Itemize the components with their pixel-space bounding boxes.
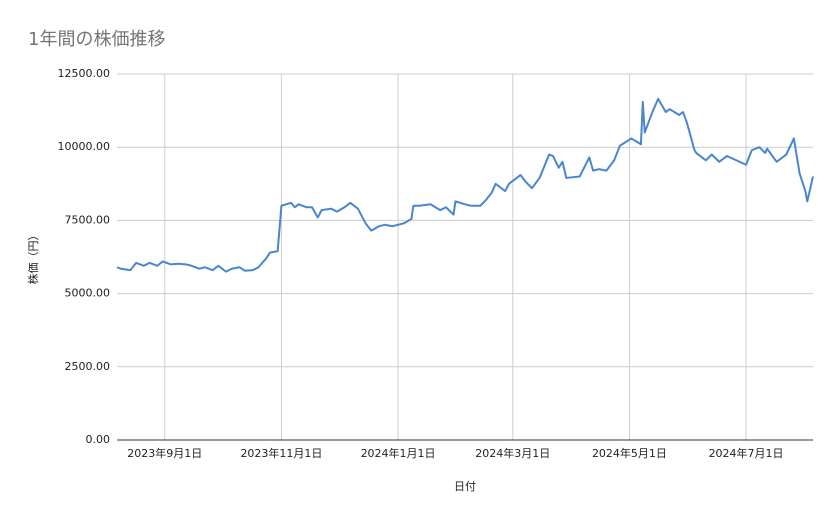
y-tick-label: 0.00 xyxy=(86,433,111,446)
x-tick-label: 2023年11月1日 xyxy=(240,446,322,460)
y-tick-label: 10000.00 xyxy=(58,140,111,153)
x-tick-label: 2024年7月1日 xyxy=(709,446,784,460)
y-tick-label: 7500.00 xyxy=(65,213,111,226)
y-tick-label: 5000.00 xyxy=(65,287,111,300)
y-axis-label: 株価（円） xyxy=(26,230,40,285)
x-tick-label: 2024年3月1日 xyxy=(475,446,550,460)
x-tick-label: 2024年1月1日 xyxy=(361,446,436,460)
y-tick-label: 2500.00 xyxy=(65,360,111,373)
x-tick-label: 2024年5月1日 xyxy=(592,446,667,460)
x-tick-label: 2023年9月1日 xyxy=(127,446,202,460)
chart-title: 1年間の株価推移 xyxy=(28,29,165,50)
x-axis-label: 日付 xyxy=(454,480,476,493)
data-line xyxy=(116,97,814,273)
y-tick-label: 12500.00 xyxy=(58,67,111,80)
